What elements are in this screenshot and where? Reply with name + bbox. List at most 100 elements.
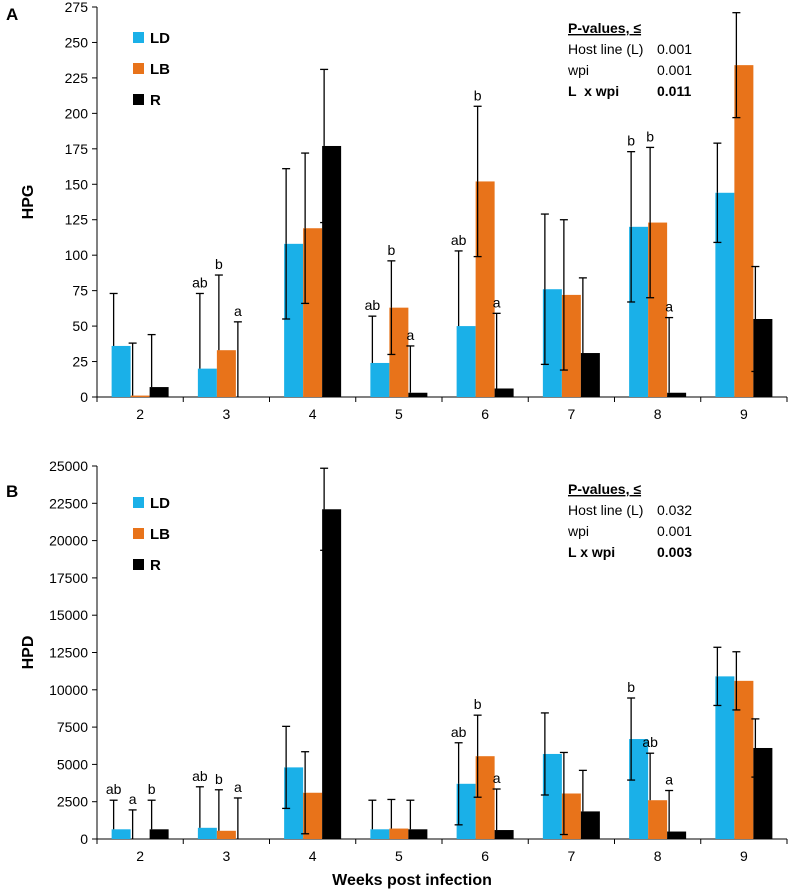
bar-lb bbox=[734, 65, 754, 398]
pvalue-value: 0.001 bbox=[657, 62, 692, 78]
y-tick-label: 15000 bbox=[49, 607, 88, 623]
bar-ld bbox=[629, 226, 649, 397]
x-tick-label: 3 bbox=[222, 406, 230, 422]
x-tick-label: 4 bbox=[309, 406, 317, 422]
y-tick-label: 75 bbox=[72, 283, 88, 299]
panel-letter: A bbox=[6, 5, 18, 24]
bar-ld bbox=[197, 827, 217, 839]
pvalue-label: L x wpi bbox=[568, 83, 619, 99]
legend-label-lb: LB bbox=[150, 61, 170, 78]
significance-letter: b bbox=[148, 781, 156, 797]
y-tick-label: 17500 bbox=[49, 570, 88, 586]
bar-lb bbox=[561, 294, 581, 397]
bar-ld bbox=[284, 767, 304, 839]
y-tick-label: 25 bbox=[72, 354, 88, 370]
legend-label-ld: LD bbox=[150, 495, 170, 512]
y-axis-label: HPD bbox=[20, 636, 37, 670]
y-tick-label: 10000 bbox=[49, 682, 88, 698]
bar-r bbox=[149, 829, 169, 839]
significance-letter: a bbox=[665, 299, 673, 315]
bar-r bbox=[494, 830, 514, 839]
bar-r bbox=[667, 392, 687, 397]
pvalue-value: 0.001 bbox=[657, 41, 692, 57]
y-tick-label: 225 bbox=[65, 70, 89, 86]
pvalue-value: 0.032 bbox=[657, 502, 692, 518]
x-tick-label: 2 bbox=[136, 848, 144, 864]
x-tick-label: 3 bbox=[222, 848, 230, 864]
bar-ld bbox=[111, 829, 131, 839]
pvalues-heading: P-values, ≤ bbox=[568, 20, 641, 36]
y-tick-label: 125 bbox=[65, 212, 89, 228]
x-tick-label: 9 bbox=[740, 848, 748, 864]
bar-r bbox=[667, 831, 687, 839]
significance-letter: b bbox=[474, 87, 482, 103]
y-tick-label: 25000 bbox=[49, 458, 88, 474]
bar-r bbox=[494, 388, 514, 397]
pvalue-label: Host line (L) bbox=[568, 41, 643, 57]
x-axis-label: Weeks post infection bbox=[332, 872, 492, 889]
x-tick-label: 7 bbox=[567, 848, 575, 864]
y-tick-label: 0 bbox=[80, 831, 88, 847]
x-tick-label: 4 bbox=[309, 848, 317, 864]
y-tick-label: 275 bbox=[65, 0, 89, 15]
y-tick-label: 22500 bbox=[49, 495, 88, 511]
significance-letter: a bbox=[129, 791, 137, 807]
y-tick-label: 5000 bbox=[57, 756, 88, 772]
legend-swatch-r bbox=[133, 559, 144, 570]
y-tick-label: 12500 bbox=[49, 645, 88, 661]
bar-lb bbox=[216, 830, 236, 839]
bar-lb bbox=[561, 793, 581, 839]
bar-lb bbox=[648, 800, 668, 839]
pvalue-label: L x wpi bbox=[568, 544, 615, 560]
bar-r bbox=[753, 319, 773, 397]
bar-ld bbox=[542, 753, 562, 839]
bar-r bbox=[408, 392, 428, 397]
y-tick-label: 2500 bbox=[57, 794, 88, 810]
y-axis-label: HPG bbox=[20, 185, 37, 220]
bar-ld bbox=[284, 243, 304, 397]
x-tick-label: 8 bbox=[654, 406, 662, 422]
pvalue-value: 0.011 bbox=[657, 83, 691, 99]
significance-letter: ab bbox=[365, 297, 381, 313]
significance-letter: b bbox=[646, 128, 654, 144]
bar-r bbox=[408, 829, 428, 839]
significance-letter: b bbox=[627, 133, 635, 149]
pvalue-label: wpi bbox=[567, 62, 589, 78]
x-tick-label: 5 bbox=[395, 406, 403, 422]
bar-lb bbox=[130, 395, 150, 397]
significance-letter: a bbox=[406, 327, 414, 343]
legend-label-lb: LB bbox=[150, 526, 170, 543]
significance-letter: ab bbox=[451, 232, 467, 248]
significance-letter: a bbox=[234, 779, 242, 795]
y-tick-label: 175 bbox=[65, 141, 89, 157]
legend-swatch-ld bbox=[133, 497, 144, 508]
x-tick-label: 7 bbox=[567, 406, 575, 422]
bar-ld bbox=[715, 192, 735, 397]
legend-swatch-lb bbox=[133, 63, 144, 74]
bar-r bbox=[322, 145, 342, 397]
y-tick-label: 250 bbox=[65, 34, 89, 50]
bar-lb bbox=[389, 828, 409, 839]
bar-ld bbox=[629, 739, 649, 839]
bar-lb bbox=[303, 228, 323, 397]
legend-label-r: R bbox=[150, 557, 161, 574]
significance-letter: ab bbox=[451, 724, 467, 740]
bar-ld bbox=[370, 829, 390, 839]
x-tick-label: 8 bbox=[654, 848, 662, 864]
significance-letter: ab bbox=[192, 768, 208, 784]
legend-swatch-ld bbox=[133, 32, 144, 43]
significance-letter: b bbox=[215, 256, 223, 272]
bar-r bbox=[753, 747, 773, 839]
x-tick-label: 2 bbox=[136, 406, 144, 422]
panel-a: A 0 25 50 75 100 125 150 175 200 225 250 275 HPG 2 3 4 5 6… bbox=[6, 0, 788, 422]
bar-lb bbox=[648, 222, 668, 397]
bar-r bbox=[322, 509, 342, 839]
significance-letter: ab bbox=[192, 274, 208, 290]
bar-ld bbox=[456, 783, 476, 839]
bar-lb bbox=[216, 350, 236, 397]
x-tick-label: 5 bbox=[395, 848, 403, 864]
significance-letter: a bbox=[493, 770, 501, 786]
panel-b: B 0 2500 5000 7500 10000 12500 15000 17500 20000 2… bbox=[6, 458, 788, 889]
significance-letter: a bbox=[493, 294, 501, 310]
